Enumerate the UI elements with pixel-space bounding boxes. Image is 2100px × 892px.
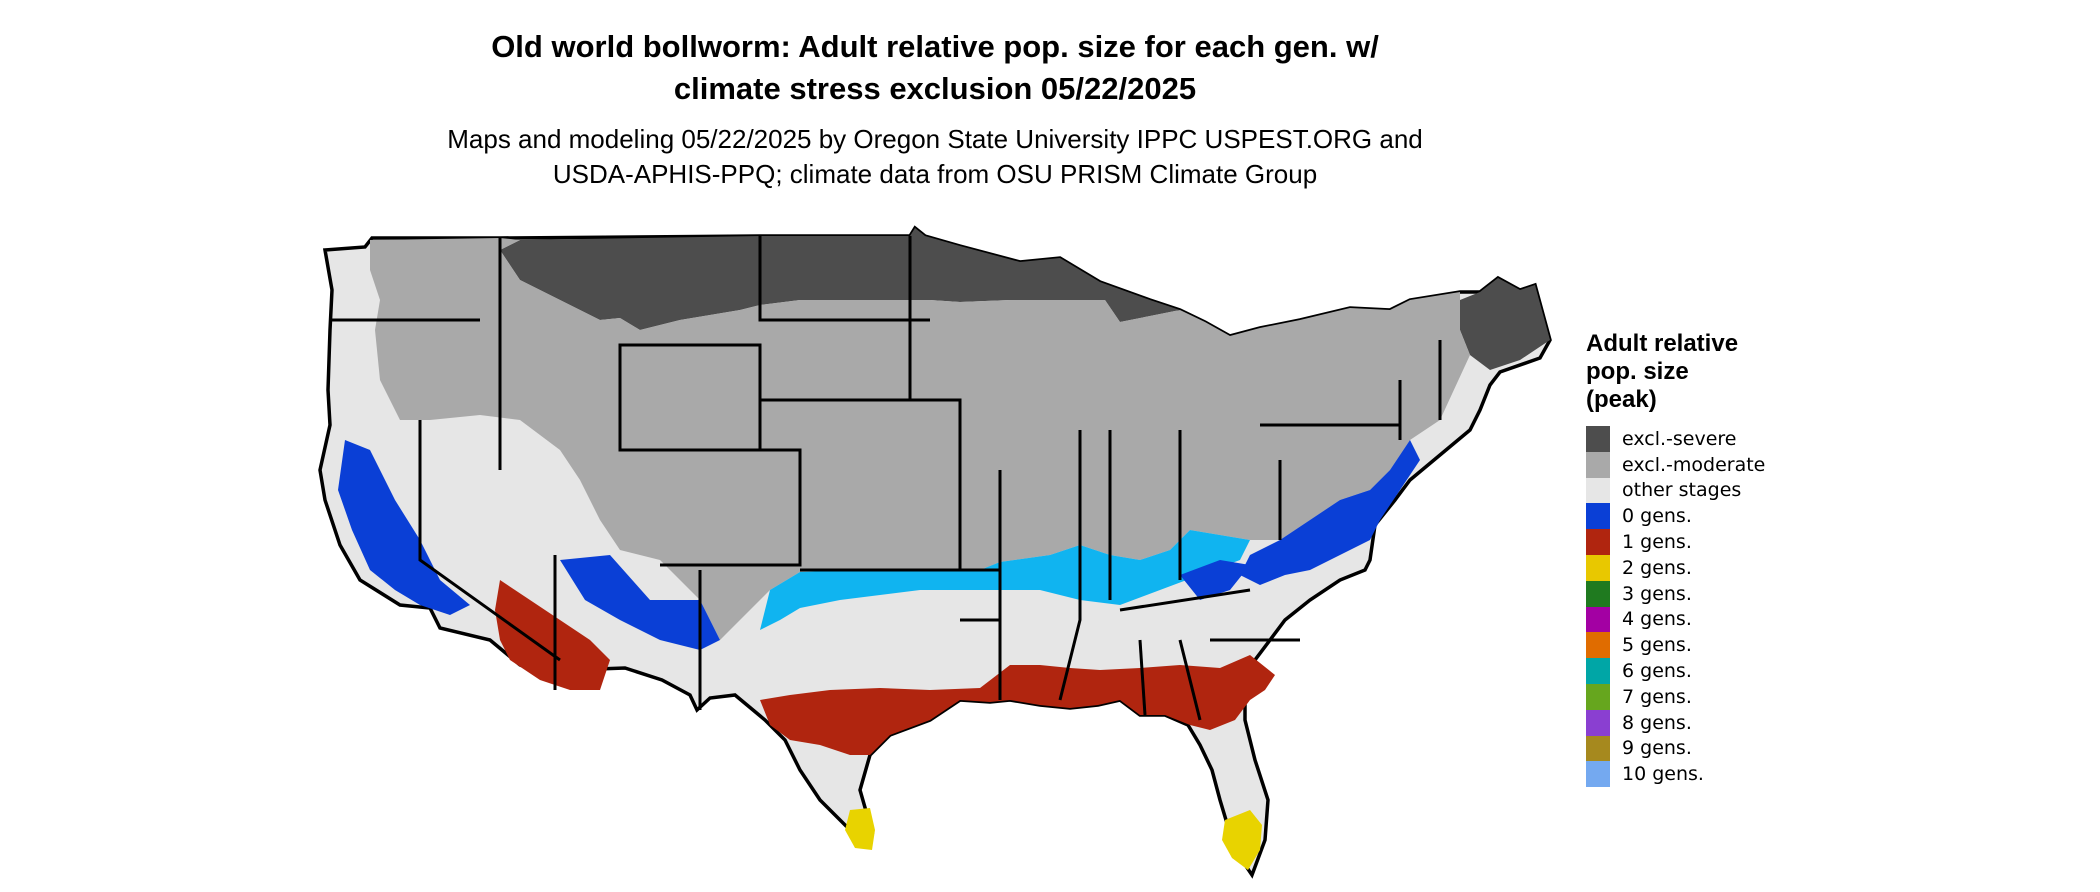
zone-excl-moderate	[370, 238, 1470, 640]
legend-label: 3 gens.	[1622, 582, 1692, 605]
zone-2-gens-florida-tip	[1222, 810, 1262, 870]
legend-label: 7 gens.	[1622, 685, 1692, 708]
legend-swatch	[1586, 709, 1610, 736]
legend-label: 8 gens.	[1622, 711, 1692, 734]
legend-item: 10 gens.	[1586, 761, 1846, 788]
legend-label: 9 gens.	[1622, 737, 1692, 760]
legend-item: 2 gens.	[1586, 554, 1846, 581]
legend-label: other stages	[1622, 479, 1742, 502]
zone-0-gens-southwest	[560, 555, 720, 650]
zone-0-gens-southeast-edge	[1180, 560, 1250, 600]
legend-items: excl.-severe excl.-moderate other stages 0 …	[1586, 426, 1846, 788]
legend-item: 5 gens.	[1586, 632, 1846, 659]
legend-item: 8 gens.	[1586, 709, 1846, 736]
legend-label: 10 gens.	[1622, 763, 1704, 786]
legend-swatch	[1586, 451, 1610, 478]
legend-swatch	[1586, 761, 1610, 788]
legend-title: Adult relative pop. size (peak)	[1586, 330, 1739, 413]
legend-label: 4 gens.	[1622, 608, 1692, 631]
legend-item: 4 gens.	[1586, 606, 1846, 633]
map-subtitle: Maps and modeling 05/22/2025 by Oregon S…	[447, 124, 1423, 189]
legend-label: excl.-severe	[1622, 427, 1737, 450]
zone-1-gens-south	[760, 655, 1275, 755]
legend-item: 7 gens.	[1586, 683, 1846, 710]
legend-swatch	[1586, 632, 1610, 659]
legend-label: 5 gens.	[1622, 634, 1692, 657]
legend-label: 0 gens.	[1622, 505, 1692, 528]
zone-excl-severe-maine	[1460, 278, 1550, 370]
legend-swatch	[1586, 503, 1610, 530]
zone-excl-severe-north	[500, 228, 1180, 330]
legend-swatch	[1586, 426, 1610, 452]
legend-swatch	[1586, 580, 1610, 607]
legend-label: 6 gens.	[1622, 660, 1692, 683]
zone-0-gens-west	[338, 440, 470, 615]
legend-item: excl.-moderate	[1586, 451, 1846, 478]
legend-label: excl.-moderate	[1622, 453, 1766, 476]
legend-item: 0 gens.	[1586, 503, 1846, 530]
zone-1-gens-arizona	[495, 580, 610, 690]
legend-item: 9 gens.	[1586, 735, 1846, 762]
legend-swatch	[1586, 683, 1610, 710]
zone-light-blue-band	[760, 530, 1250, 630]
legend-item: 6 gens.	[1586, 658, 1846, 684]
legend-swatch	[1586, 735, 1610, 762]
legend-item: other stages	[1586, 477, 1846, 504]
legend-swatch	[1586, 529, 1610, 555]
legend-swatch	[1586, 606, 1610, 633]
zone-2-gens-texas-tip	[845, 808, 875, 850]
legend-label: 1 gens.	[1622, 531, 1692, 554]
legend-item: 1 gens.	[1586, 529, 1846, 555]
legend-swatch	[1586, 554, 1610, 581]
legend-item: 3 gens.	[1586, 580, 1846, 607]
legend: Adult relative pop. size (peak) excl.-se…	[1586, 330, 1846, 788]
map-title: Old world bollworm: Adult relative pop. …	[491, 29, 1379, 106]
zone-0-gens-east	[1240, 440, 1420, 585]
state-borders	[330, 236, 1442, 721]
legend-label: 2 gens.	[1622, 556, 1692, 579]
legend-swatch	[1586, 477, 1610, 504]
legend-swatch	[1586, 658, 1610, 684]
legend-item: excl.-severe	[1586, 426, 1846, 452]
